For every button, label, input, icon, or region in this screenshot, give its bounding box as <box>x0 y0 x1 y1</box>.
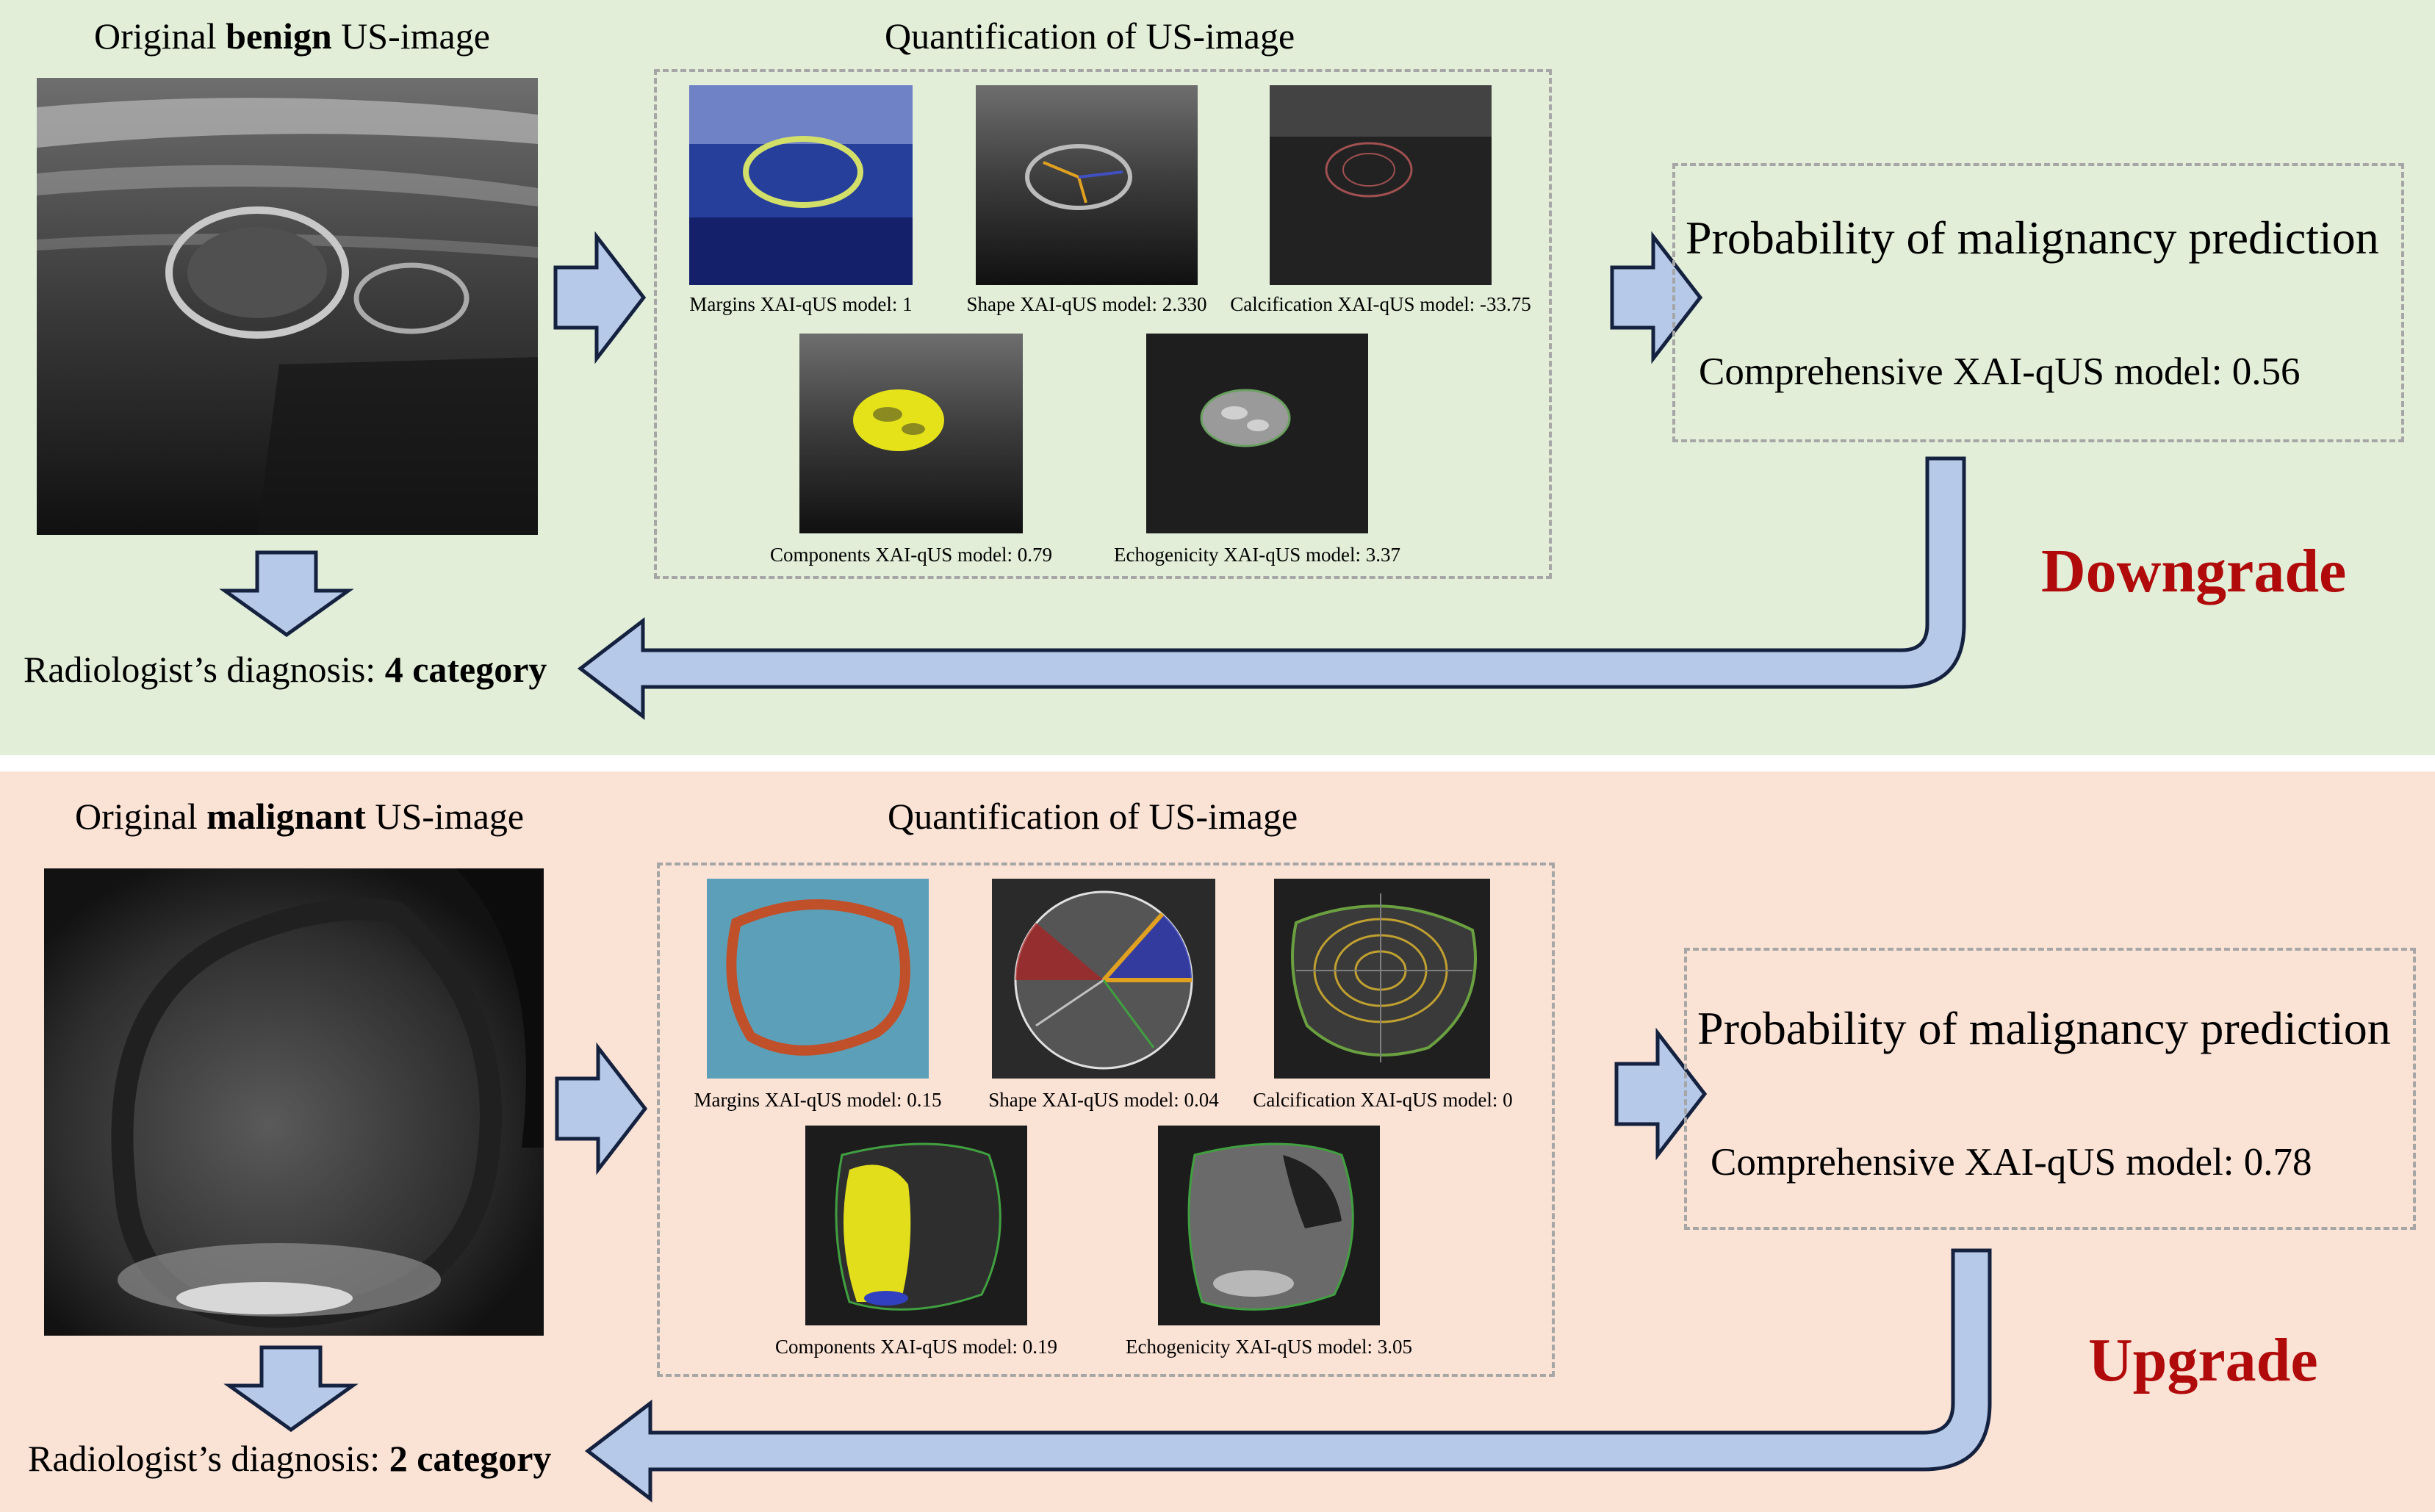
benign-panel: Original benign US-image Radiologist’s d… <box>0 0 2435 755</box>
benign-echogenicity-caption: Echogenicity XAI-qUS model: 3.37 <box>1114 544 1400 566</box>
panel-divider <box>0 755 2435 771</box>
malignant-quantification-box <box>657 863 1555 1377</box>
malignant-radiologist-diagnosis: Radiologist’s diagnosis: 2 category <box>28 1438 552 1479</box>
benign-margins-image <box>689 85 913 285</box>
benign-comprehensive-score: Comprehensive XAI-qUS model: 0.56 <box>1699 350 2301 393</box>
malignant-comprehensive-score: Comprehensive XAI-qUS model: 0.78 <box>1711 1141 2312 1184</box>
benign-right-arrow-2-icon <box>1609 231 1703 364</box>
malignant-panel: Original malignant US-image Radiologist’… <box>0 771 2435 1512</box>
benign-calcification-caption: Calcification XAI-qUS model: -33.75 <box>1230 293 1531 315</box>
benign-down-arrow-icon <box>219 550 354 638</box>
malignant-calcification-caption: Calcification XAI-qUS model: 0 <box>1253 1089 1513 1111</box>
malignant-components-image <box>805 1126 1027 1325</box>
malignant-right-arrow-icon <box>554 1042 648 1176</box>
benign-shape-image <box>976 85 1198 285</box>
malignant-original-us-image <box>44 868 544 1336</box>
benign-components-image <box>799 334 1023 533</box>
malignant-probability-box <box>1684 948 2416 1230</box>
malignant-quantification-title: Quantification of US-image <box>888 796 1298 837</box>
malignant-echogenicity-image <box>1158 1126 1380 1325</box>
malignant-down-arrow-icon <box>223 1344 359 1433</box>
malignant-right-arrow-2-icon <box>1614 1027 1708 1161</box>
benign-components-caption: Components XAI-qUS model: 0.79 <box>770 544 1052 566</box>
benign-return-arrow-icon <box>573 441 2013 735</box>
malignant-margins-image <box>707 879 929 1079</box>
malignant-original-title: Original malignant US-image <box>75 796 525 837</box>
benign-shape-caption: Shape XAI-qUS model: 2.330 <box>966 293 1207 315</box>
malignant-return-arrow-icon <box>580 1242 2021 1512</box>
malignant-verdict-upgrade: Upgrade <box>2088 1326 2318 1394</box>
malignant-echogenicity-caption: Echogenicity XAI-qUS model: 3.05 <box>1126 1336 1412 1358</box>
benign-quantification-title: Quantification of US-image <box>885 15 1295 57</box>
benign-radiologist-diagnosis: Radiologist’s diagnosis: 4 category <box>24 649 547 690</box>
benign-original-title: Original benign US-image <box>94 15 490 57</box>
benign-original-us-image <box>37 78 538 535</box>
malignant-margins-caption: Margins XAI-qUS model: 0.15 <box>694 1089 942 1111</box>
malignant-shape-caption: Shape XAI-qUS model: 0.04 <box>988 1089 1219 1111</box>
benign-quantification-box <box>654 69 1552 579</box>
malignant-calcification-image <box>1274 879 1490 1079</box>
benign-probability-box <box>1672 163 2404 442</box>
malignant-shape-image <box>992 879 1215 1079</box>
benign-right-arrow-icon <box>553 231 647 364</box>
benign-probability-title: Probability of malignancy prediction <box>1686 212 2379 264</box>
malignant-components-caption: Components XAI-qUS model: 0.19 <box>775 1336 1057 1358</box>
benign-echogenicity-image <box>1146 334 1368 533</box>
malignant-probability-title: Probability of malignancy prediction <box>1697 1002 2391 1054</box>
benign-calcification-image <box>1270 85 1492 285</box>
benign-margins-caption: Margins XAI-qUS model: 1 <box>689 293 913 315</box>
benign-verdict-downgrade: Downgrade <box>2041 537 2347 605</box>
